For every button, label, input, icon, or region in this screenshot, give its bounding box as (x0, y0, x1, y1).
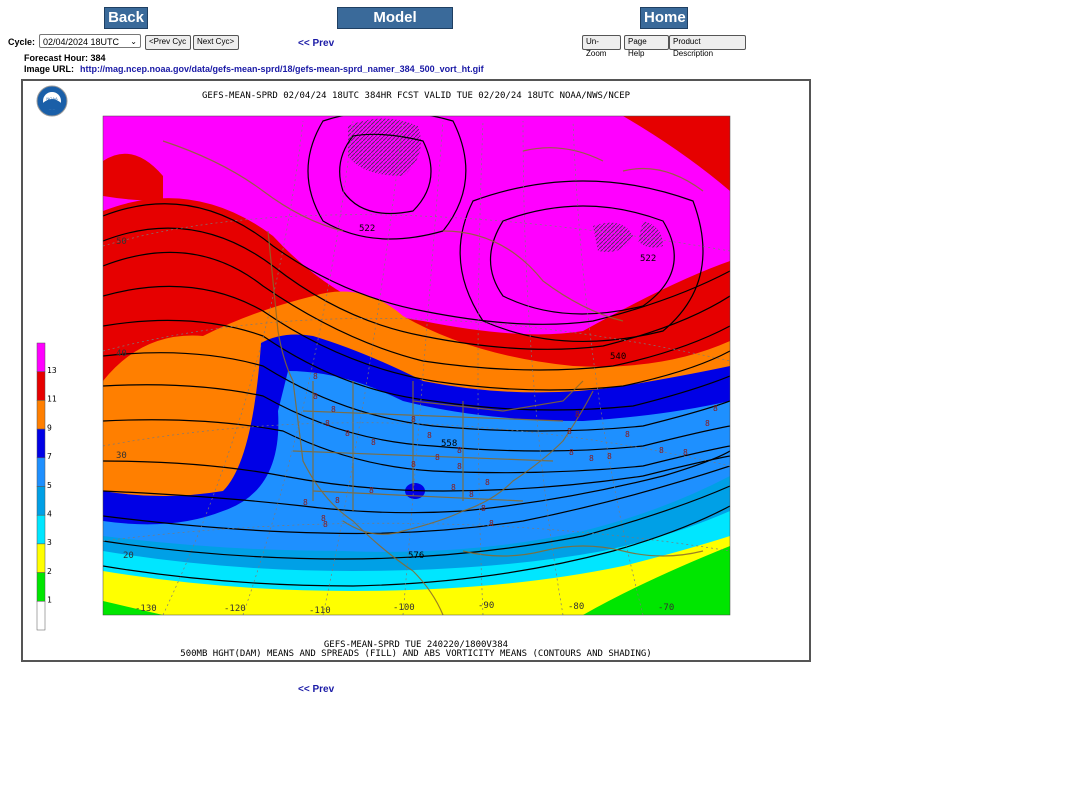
vorticity-marker: 8 (705, 419, 710, 428)
back-button[interactable]: Back (104, 7, 148, 29)
prev-link-bottom[interactable]: << Prev (298, 684, 335, 695)
lon-label: -90 (478, 601, 494, 611)
vorticity-marker: 8 (331, 405, 336, 414)
legend-swatch (36, 457, 46, 487)
prev-link-top[interactable]: << Prev (298, 38, 335, 49)
lon-label: -120 (224, 604, 246, 614)
vorticity-marker: 8 (411, 460, 416, 469)
forecast-hour: Forecast Hour: 384 (24, 53, 106, 63)
contour-label: 522 (359, 224, 375, 234)
cycle-select[interactable]: 02/04/2024 18UTC ⌄ (39, 34, 141, 48)
vorticity-marker: 8 (607, 452, 612, 461)
legend-swatch (36, 543, 46, 573)
lon-label: -100 (393, 603, 415, 613)
prev-cycle-button[interactable]: <Prev Cyc (145, 35, 191, 50)
legend-label: 5 (47, 481, 52, 490)
lon-label: -80 (568, 602, 584, 612)
lat-label: 50 (116, 237, 127, 247)
unzoom-button[interactable]: Un-Zoom (582, 35, 621, 58)
vorticity-marker: 8 (313, 372, 318, 381)
map-footer-line2: 500MB HGHT(DAM) MEANS AND SPREADS (FILL)… (180, 649, 651, 659)
legend-label: 2 (47, 567, 52, 576)
legend-label: 9 (47, 423, 52, 432)
legend-swatch (36, 342, 46, 372)
forecast-map-svg: NOAA GEFS-MEAN-SPRD 02/04/24 18UTC 384HR… (36, 85, 731, 659)
vorticity-marker: 8 (325, 419, 330, 428)
lat-label: 40 (116, 349, 127, 359)
vorticity-marker: 8 (575, 410, 580, 419)
vorticity-marker: 8 (457, 462, 462, 471)
vorticity-marker: 8 (321, 514, 326, 523)
legend-label: 13 (47, 366, 57, 375)
vorticity-marker: 8 (303, 498, 308, 507)
forecast-map-image[interactable]: NOAA GEFS-MEAN-SPRD 02/04/24 18UTC 384HR… (21, 79, 811, 662)
legend-swatch (36, 601, 46, 631)
legend-swatch (36, 371, 46, 401)
legend-label: 1 (47, 596, 52, 605)
map-title: GEFS-MEAN-SPRD 02/04/24 18UTC 384HR FCST… (202, 91, 631, 101)
vorticity-marker: 8 (469, 490, 474, 499)
spread-legend: 13 11 9 7 5 4 3 2 1 (36, 342, 57, 631)
vorticity-marker: 8 (481, 504, 486, 513)
vorticity-marker: 8 (457, 446, 462, 455)
lon-label: -110 (309, 606, 331, 616)
model-guidance-button[interactable]: Model Guidance (337, 7, 453, 46)
vorticity-marker: 8 (625, 430, 630, 439)
contour-label: 576 (408, 551, 424, 561)
vorticity-marker: 8 (313, 392, 318, 401)
map-footer-line1: GEFS-MEAN-SPRD TUE 240220/1800V384 (324, 640, 508, 650)
lon-label: -130 (135, 604, 157, 614)
legend-swatch (36, 572, 46, 602)
vorticity-marker: 8 (683, 448, 688, 457)
legend-swatch (36, 486, 46, 516)
vorticity-marker: 8 (335, 496, 340, 505)
next-cycle-button[interactable]: Next Cyc> (193, 35, 239, 50)
legend-label: 11 (47, 395, 57, 404)
legend-label: 4 (47, 510, 52, 519)
lat-label: 30 (116, 451, 127, 461)
chevron-down-icon: ⌄ (130, 37, 137, 46)
legend-swatch (36, 514, 46, 545)
contour-label: 540 (610, 352, 626, 362)
vorticity-marker: 8 (371, 438, 376, 447)
lat-label: 20 (123, 551, 134, 561)
product-description-button[interactable]: Product Description (669, 35, 746, 58)
vorticity-marker: 8 (411, 415, 416, 424)
vorticity-marker: 8 (489, 519, 494, 528)
legend-label: 3 (47, 538, 52, 547)
legend-swatch (36, 428, 46, 459)
legend-label: 7 (47, 452, 52, 461)
contour-label: 558 (441, 439, 457, 449)
vorticity-marker: 8 (345, 429, 350, 438)
cycle-select-value: 02/04/2024 18UTC (43, 37, 120, 47)
logo-text: NOAA (46, 96, 58, 101)
image-url-label: Image URL: (24, 64, 75, 74)
vorticity-marker: 8 (589, 454, 594, 463)
vorticity-marker: 8 (435, 453, 440, 462)
vorticity-marker: 8 (659, 446, 664, 455)
vorticity-marker: 8 (369, 486, 374, 495)
vorticity-marker: 8 (427, 431, 432, 440)
vorticity-marker: 8 (323, 520, 328, 529)
contour-label: 522 (640, 254, 656, 264)
cycle-label: Cycle: (8, 37, 36, 47)
image-url-link[interactable]: http://mag.ncep.noaa.gov/data/gefs-mean-… (80, 64, 484, 74)
map-fill (103, 116, 730, 615)
vorticity-marker: 8 (451, 483, 456, 492)
vorticity-marker: 8 (569, 448, 574, 457)
noaa-logo: NOAA (36, 85, 68, 117)
page-help-button[interactable]: Page Help (624, 35, 669, 58)
legend-swatch (36, 400, 46, 430)
vorticity-marker: 8 (713, 404, 718, 413)
vorticity-marker: 8 (567, 427, 572, 436)
lon-label: -70 (658, 603, 674, 613)
vorticity-marker: 8 (485, 478, 490, 487)
home-button[interactable]: Home (640, 7, 688, 29)
